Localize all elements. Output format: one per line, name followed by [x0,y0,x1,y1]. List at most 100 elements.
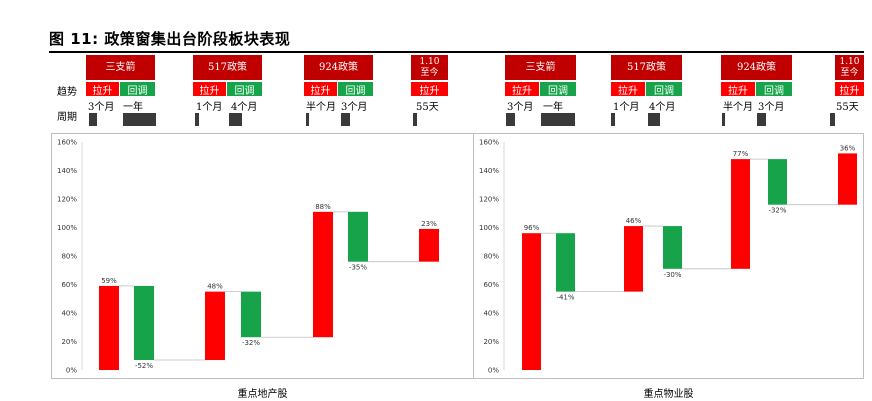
period-row-label: 周期 [57,112,77,123]
y-tick-label: 140% [57,167,77,175]
trend-up-label: 拉升 [721,82,755,97]
y-tick-label: 140% [479,167,499,175]
period-bar [89,113,97,126]
trend-down-label: 回调 [540,82,576,97]
data-label: 23% [421,220,437,228]
y-tick-label: 20% [61,338,77,346]
y-tick-label: 0% [488,367,499,375]
event-label: 1.10 至今 [411,55,448,80]
waterfall-bar [348,211,368,262]
duration-label: 4个月 [231,102,258,113]
waterfall-bar [522,233,541,370]
trend-up-label: 拉升 [411,82,448,97]
event-label: 三支箭 [505,55,576,80]
period-bar [611,113,615,126]
trend-up-label: 拉升 [835,82,864,97]
duration-label: 4个月 [649,102,676,113]
y-tick-label: 40% [61,310,77,318]
trend-down-label: 回调 [756,82,792,97]
waterfall-bar [838,153,857,205]
trend-down-label: 回调 [338,82,373,97]
duration-label: 1个月 [613,102,640,113]
data-label: -30% [663,271,681,279]
y-tick-label: 80% [61,253,77,261]
y-tick-label: 120% [479,196,499,204]
data-label: 36% [840,144,856,152]
data-label: 59% [101,277,117,285]
data-label: 48% [207,283,223,291]
y-tick-label: 40% [483,310,499,318]
event-label: 924政策 [721,55,792,80]
data-label: -32% [768,207,786,215]
data-label: 46% [626,217,642,225]
data-label: 88% [315,203,331,211]
waterfall-bar [134,285,154,361]
trend-down-label: 回调 [120,82,155,97]
event-label: 924政策 [304,55,373,80]
y-tick-label: 100% [479,224,499,232]
data-label: -32% [242,339,260,347]
data-label: -41% [556,294,574,302]
duration-label: 3个月 [88,102,115,113]
chart-left: 0% 20% 40% 60% 80% 100% 120% 140% 160% 59% -52% 48%… [57,139,439,375]
duration-label: 3个月 [341,102,368,113]
period-bar [757,113,766,126]
data-label: 96% [524,224,540,232]
event-label: 517政策 [193,55,262,80]
waterfall-bar [241,291,261,338]
duration-label: 3个月 [758,102,785,113]
duration-label: 半个月 [723,102,753,113]
waterfall-bar [205,291,225,361]
trend-up-label: 拉升 [86,82,119,97]
trend-up-label: 拉升 [611,82,645,97]
duration-label: 一年 [123,102,143,113]
y-tick-label: 60% [61,281,77,289]
duration-label: 3个月 [507,102,534,113]
y-tick-label: 120% [57,196,77,204]
waterfall-bar [313,211,333,338]
period-bar [195,113,199,126]
period-bar [341,113,350,126]
trend-down-label: 回调 [227,82,262,97]
page-title: 图 11: 政策窗集出台阶段板块表现 [49,30,291,48]
period-bar [229,113,242,126]
timeline-panel-right: 三支箭 拉升 回调 517政策 拉升 回调 924政策 拉升 回调 1.10 至今 拉升 3个月 一年 1个… [446,54,864,140]
event-label: 1.10 至今 [835,55,864,80]
chart-frame-right: 0% 20% 40% 60% 80% 100% 120% 140% 160% 96% -41% 46%… [473,133,864,379]
y-tick-label: 100% [57,224,77,232]
waterfall-bar [768,159,787,205]
y-tick-label: 160% [57,139,77,147]
y-tick-label: 20% [483,338,499,346]
period-bar [541,113,575,126]
waterfall-bar [556,233,575,292]
duration-label: 55天 [416,102,439,113]
period-bar [306,113,309,126]
period-bar [413,113,417,126]
data-label: 77% [733,150,749,158]
event-label: 三支箭 [86,55,155,80]
y-tick-label: 160% [479,139,499,147]
chart-title-right: 重点物业股 [643,389,694,400]
trend-up-label: 拉升 [193,82,226,97]
y-tick-label: 60% [483,281,499,289]
period-bar [830,113,835,126]
waterfall-bar [731,159,750,269]
timeline-panel-left: 趋势 周期 三支箭 拉升 回调 517政策 拉升 回调 924政策 拉升 回调 1.10 至今 拉升 3个月… [49,54,467,140]
chart-title-left: 重点地产股 [237,389,288,400]
waterfall-bar [624,226,643,292]
chart-right: 0% 20% 40% 60% 80% 100% 120% 140% 160% 96% -41% 46%… [479,139,857,375]
data-label: -52% [135,362,153,370]
chart-frame-left: 0% 20% 40% 60% 80% 100% 120% 140% 160% 59% -52% 48%… [51,133,474,379]
period-bar [506,113,515,126]
duration-label: 55天 [836,102,859,113]
event-label: 517政策 [611,55,682,80]
waterfall-bar [663,226,682,269]
duration-label: 一年 [543,102,563,113]
title-rule [49,51,864,53]
period-bar [123,113,156,126]
duration-label: 半个月 [306,102,336,113]
y-tick-label: 80% [483,253,499,261]
waterfall-bar [419,228,439,262]
trend-down-label: 回调 [646,82,682,97]
waterfall-bar [99,285,119,370]
